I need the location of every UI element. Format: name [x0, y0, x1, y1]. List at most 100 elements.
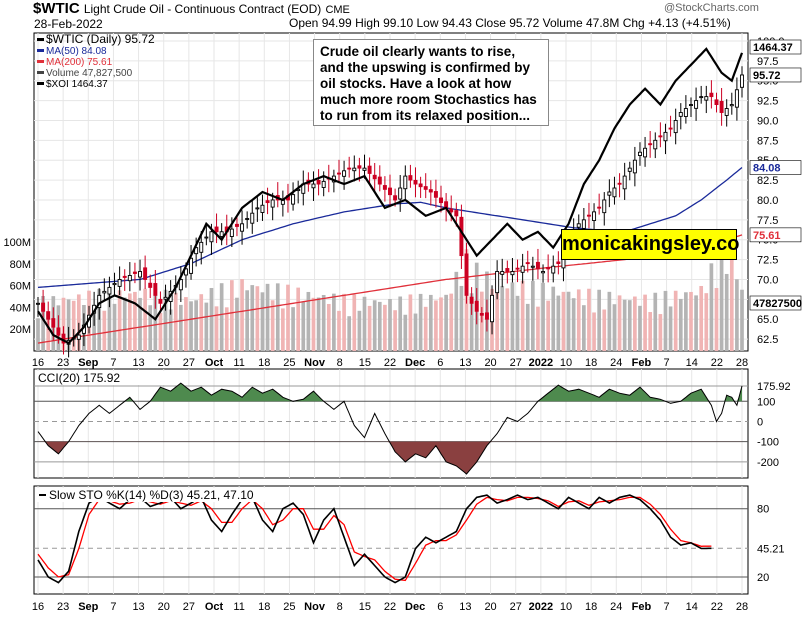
low-value: 94.43	[441, 16, 472, 30]
volume-bar	[230, 280, 234, 351]
candle-body	[352, 167, 357, 172]
candle-body	[41, 302, 46, 312]
price-axis-tick-label: 65.0	[757, 314, 778, 326]
x-tick-label: 27	[183, 357, 195, 369]
x-tick-label: 13	[459, 601, 471, 612]
x-tick-label: 15	[359, 601, 371, 612]
candle-body	[204, 236, 209, 239]
volume-bar	[240, 279, 244, 351]
candle-body	[143, 267, 148, 280]
xoi-value-tag-text: 1464.37	[753, 42, 793, 54]
volume-bar	[449, 293, 454, 351]
candle-body	[321, 180, 326, 188]
candle-body	[393, 195, 398, 201]
candle-body	[219, 231, 224, 237]
volume-bar	[296, 287, 301, 351]
stochastics-axis-tick-label: 20	[757, 572, 769, 584]
xoi-value-tag-box	[749, 39, 802, 55]
volume-bar	[204, 302, 209, 351]
price-axis-tick-label: 92.5	[757, 96, 778, 108]
candle-body	[632, 159, 637, 174]
x-tick-label: 14	[686, 601, 698, 612]
volume-bar	[255, 286, 260, 351]
volume-bar	[418, 293, 423, 351]
volume-bar	[398, 296, 403, 351]
candle-body	[714, 99, 719, 106]
annotation-line: much more room Stochastics has	[320, 92, 537, 107]
legend-xoi: $XOI 1464.37	[46, 79, 108, 90]
x-tick-label: 2022	[529, 601, 553, 612]
candle-body	[556, 261, 561, 264]
candle-body	[734, 89, 739, 108]
candle-body	[724, 108, 729, 116]
volume-bar	[36, 318, 40, 351]
volume-bar	[286, 284, 290, 351]
volume-bar	[454, 271, 459, 351]
volume-bar	[729, 230, 734, 351]
x-tick-label: 16	[32, 601, 44, 612]
volume-bar	[92, 310, 96, 351]
x-tick-label: 25	[283, 601, 295, 612]
chg-value: +4.13 (+4.51%)	[648, 16, 731, 30]
candle-body	[433, 191, 438, 198]
stochastics-axis-tick-label: 45.21	[757, 543, 785, 555]
candle-body	[500, 271, 505, 275]
volume-bar	[536, 306, 540, 351]
volume-bar	[612, 304, 617, 351]
candle-body	[740, 74, 744, 88]
legend-xoi-swatch	[37, 82, 44, 85]
candle-body	[653, 139, 658, 150]
volume-bar	[148, 305, 153, 351]
watermark: @StockCharts.com	[664, 2, 759, 14]
volume-bar	[112, 303, 117, 351]
volume-bar	[617, 295, 622, 351]
volume-bar	[515, 295, 520, 351]
x-tick-label: 6	[437, 357, 443, 369]
x-tick-label: 25	[283, 357, 295, 369]
x-tick-label: 8	[337, 601, 343, 612]
high-label: High	[355, 16, 380, 30]
volume-bar	[189, 301, 193, 351]
candle-body	[643, 147, 648, 158]
volume-bar	[566, 291, 571, 351]
legend-price-swatch	[37, 38, 44, 41]
volume-bar	[633, 296, 637, 351]
close-value: 95.72	[509, 16, 540, 30]
candle-body	[76, 334, 81, 340]
volume-bar	[260, 292, 265, 351]
x-tick-label: 24	[610, 357, 622, 369]
x-tick-label: 7	[664, 601, 670, 612]
volume-bar	[321, 294, 326, 351]
candle-body	[403, 175, 408, 190]
x-tick-label: Oct	[205, 601, 224, 612]
volume-bar	[347, 316, 352, 351]
candle-body	[362, 167, 367, 171]
volume-bar	[291, 307, 295, 351]
cci-axis-tick-label: 175.92	[757, 381, 791, 393]
volume-bar	[704, 293, 709, 351]
price-axis-tick-label: 80.0	[757, 195, 778, 207]
candle-body	[357, 165, 362, 169]
volume-bar	[388, 299, 392, 351]
candle-body	[454, 210, 459, 217]
candle-body	[484, 312, 489, 320]
volume-bar	[439, 297, 443, 351]
candle-body	[551, 265, 556, 274]
volume-bar	[265, 283, 270, 351]
close-value-tag: 95.72	[749, 67, 802, 83]
candle-body	[265, 200, 270, 204]
volume-bar	[158, 312, 163, 351]
volume-bar	[179, 304, 183, 351]
volume-bar	[71, 300, 76, 351]
candle-body	[209, 231, 214, 243]
x-tick-label: 20	[484, 357, 496, 369]
exchange: CME	[325, 4, 350, 16]
candle-body	[398, 187, 403, 200]
volume-bar	[383, 304, 387, 351]
volume-bar	[602, 309, 607, 351]
volume-bar	[362, 296, 367, 351]
volume-bar	[597, 289, 601, 351]
volume-bar	[332, 293, 336, 351]
